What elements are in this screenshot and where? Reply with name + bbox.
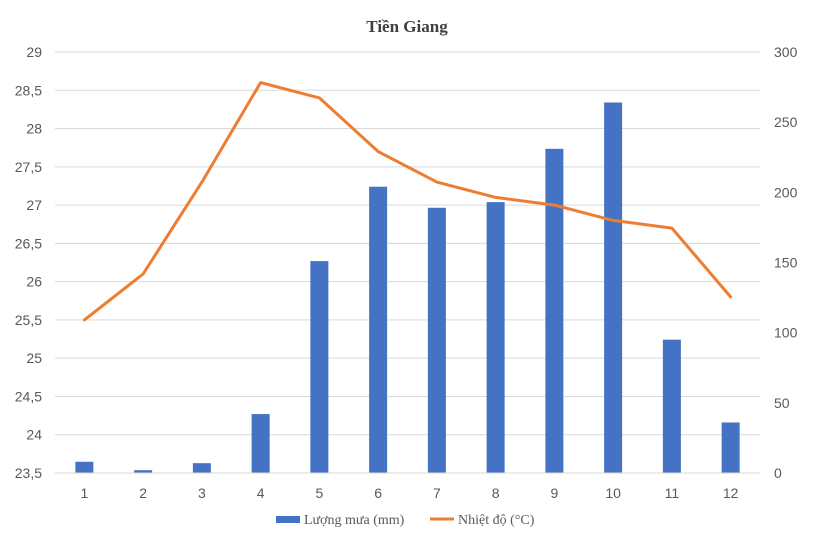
rainfall-bar	[75, 461, 94, 473]
x-tick-label: 6	[374, 485, 382, 501]
rainfall-bar	[369, 186, 388, 473]
y-left-tick-label: 25	[26, 350, 42, 366]
y-right-tick-label: 300	[774, 44, 798, 60]
y-right-tick-label: 250	[774, 114, 798, 130]
x-tick-label: 9	[550, 485, 558, 501]
temperature-line-layer	[82, 81, 733, 322]
rainfall-bar	[310, 261, 329, 473]
x-tick-label: 10	[605, 485, 621, 501]
legend-rainfall-swatch	[276, 516, 300, 523]
y-right-tick-label: 100	[774, 325, 798, 341]
rainfall-bars	[75, 102, 740, 474]
y-left-tick-label: 24	[26, 427, 42, 443]
x-tick-label: 7	[433, 485, 441, 501]
x-tick-label: 5	[315, 485, 323, 501]
x-tick-label: 2	[139, 485, 147, 501]
rainfall-bar	[662, 339, 681, 473]
rainfall-bar	[251, 414, 270, 473]
rainfall-bar	[545, 148, 564, 473]
legend: Lượng mưa (mm) Nhiệt độ (°C)	[276, 513, 535, 528]
y-left-tick-label: 26	[26, 274, 42, 290]
y-right-tick-label: 200	[774, 184, 798, 200]
legend-temperature-label: Nhiệt độ (°C)	[458, 513, 535, 528]
x-axis: 1 2 3 4 5 6 7 8 9 10 11 12	[55, 472, 760, 501]
rainfall-bar	[192, 463, 211, 473]
y-axis-left: 23,5 24 24,5 25 25,5 26 26,5 27 27,5 28 28,5 29	[15, 44, 42, 481]
x-tick-label: 1	[80, 485, 88, 501]
y-left-tick-label: 27,5	[15, 159, 42, 175]
y-left-tick-label: 29	[26, 44, 42, 60]
temperature-line	[82, 81, 733, 322]
y-axis-right: 0 50 100 150 200 250 300	[774, 44, 798, 481]
y-left-tick-label: 27	[26, 197, 42, 213]
rainfall-bar	[427, 207, 446, 473]
y-right-tick-label: 150	[774, 255, 798, 271]
rainfall-bar	[721, 422, 740, 473]
chart-title: Tiền Giang	[366, 17, 448, 36]
rainfall-bar	[486, 202, 505, 473]
y-left-tick-label: 23,5	[15, 465, 42, 481]
x-tick-label: 4	[257, 485, 265, 501]
y-left-tick-label: 26,5	[15, 235, 42, 251]
y-right-tick-label: 50	[774, 395, 790, 411]
gridlines	[55, 51, 760, 474]
y-right-tick-label: 0	[774, 465, 782, 481]
x-tick-label: 11	[665, 485, 680, 501]
x-tick-label: 3	[198, 485, 206, 501]
x-tick-label: 12	[723, 485, 739, 501]
rainfall-bar	[604, 102, 623, 474]
y-left-tick-label: 25,5	[15, 312, 42, 328]
y-left-tick-label: 28	[26, 121, 42, 137]
y-left-tick-label: 24,5	[15, 388, 42, 404]
legend-rainfall-label: Lượng mưa (mm)	[304, 513, 405, 528]
x-tick-label: 8	[492, 485, 500, 501]
y-left-tick-label: 28,5	[15, 82, 42, 98]
rainfall-bar	[134, 470, 153, 473]
